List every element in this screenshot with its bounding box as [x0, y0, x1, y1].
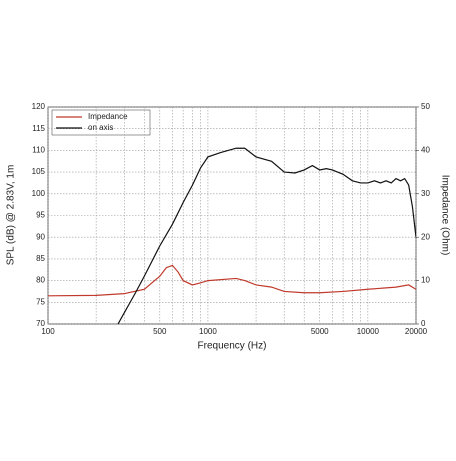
- y-axis-label: SPL (dB) @ 2.83V, 1m: [6, 165, 17, 266]
- y2-tick-label: 50: [421, 102, 430, 111]
- legend-label: on axis: [88, 123, 113, 132]
- x-tick-label: 20000: [405, 327, 428, 336]
- y2-tick-label: 40: [421, 146, 430, 155]
- y-tick-label: 110: [32, 146, 45, 155]
- legend-box: [51, 109, 151, 136]
- series-line: [48, 264, 416, 297]
- x-tick-label: 10000: [357, 327, 380, 336]
- y-tick-label: 120: [32, 102, 46, 111]
- y-tick-label: 75: [36, 297, 45, 306]
- y-tick-label: 80: [36, 276, 45, 285]
- y-tick-label: 100: [32, 189, 46, 198]
- y-tick-label: 95: [36, 211, 45, 220]
- series-line: [117, 147, 416, 324]
- x-axis-label: Frequency (Hz): [198, 341, 267, 352]
- x-tick-label: 500: [153, 327, 167, 336]
- x-tick-label: 1000: [199, 327, 217, 336]
- legend-label: Impedance: [88, 112, 128, 121]
- y-tick-label: 70: [36, 319, 45, 328]
- x-tick-label: 5000: [311, 327, 329, 336]
- y2-axis-label: Impedance (Ohm): [439, 175, 450, 256]
- y2-tick-label: 20: [421, 232, 430, 241]
- y-tick-label: 115: [32, 124, 45, 133]
- y-tick-label: 85: [36, 254, 45, 263]
- x-tick-label: 100: [41, 327, 55, 336]
- y2-tick-label: 10: [421, 276, 430, 285]
- y2-tick-label: 0: [421, 319, 426, 328]
- y-tick-label: 90: [36, 232, 45, 241]
- y-tick-label: 105: [32, 167, 46, 176]
- y2-tick-label: 30: [421, 189, 430, 198]
